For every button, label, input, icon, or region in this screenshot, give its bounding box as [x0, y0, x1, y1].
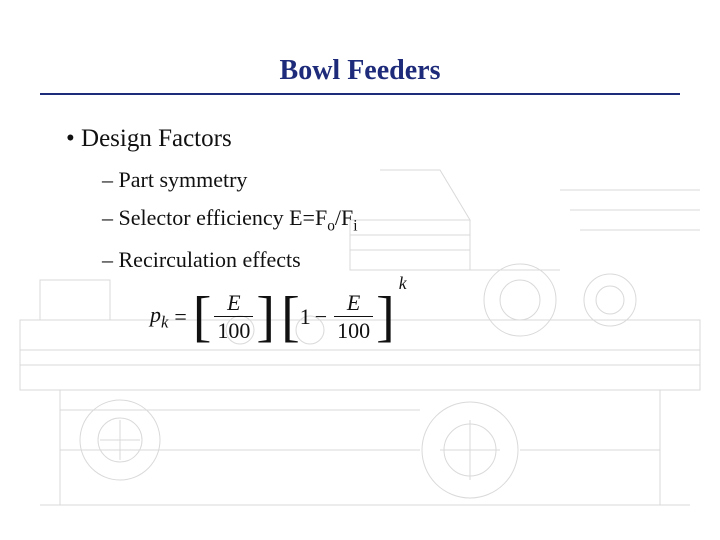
slide-content: Bowl Feeders Design Factors Part symmetr…: [0, 0, 720, 343]
exponent-k: k: [399, 273, 407, 294]
title-underline: [40, 93, 680, 95]
lhs-sub: k: [161, 312, 168, 331]
l2-item-part-symmetry: Part symmetry: [102, 167, 680, 193]
right-bracket-1: ]: [256, 292, 275, 342]
left-bracket-1: [: [193, 292, 212, 342]
num1: E: [224, 291, 243, 314]
lhs-var: p: [150, 302, 161, 327]
l2-label: Part symmetry: [119, 167, 248, 192]
term1: [ E 100 ]: [193, 291, 275, 342]
den1: 100: [214, 319, 253, 342]
slide-title: Bowl Feeders: [40, 55, 680, 87]
equals: =: [174, 304, 186, 330]
l2-item-selector-efficiency: Selector efficiency E=Fo/Fi: [102, 205, 680, 235]
sub-o: o: [327, 217, 335, 234]
formula: pk = [ E 100 ] [ 1 − E 100: [150, 291, 680, 342]
l1-item-design-factors: Design Factors Part symmetry Selector ef…: [66, 125, 680, 273]
right-bracket-2: ]: [376, 292, 395, 342]
formula-lhs: pk: [150, 302, 168, 332]
num2: E: [344, 291, 363, 314]
den2: 100: [334, 319, 373, 342]
term2: [ 1 − E 100 ]: [281, 291, 395, 342]
level1-list: Design Factors Part symmetry Selector ef…: [66, 125, 680, 273]
l2-mid: /F: [335, 205, 353, 230]
level2-list: Part symmetry Selector efficiency E=Fo/F…: [102, 167, 680, 273]
fraction-1: E 100: [214, 291, 253, 342]
l2-prefix: Selector efficiency E=F: [119, 205, 328, 230]
l2-item-recirculation: Recirculation effects: [102, 247, 680, 273]
l2-label: Recirculation effects: [119, 247, 301, 272]
fraction-2: E 100: [334, 291, 373, 342]
l1-label: Design Factors: [81, 125, 232, 152]
minus: −: [315, 304, 327, 330]
one: 1: [300, 304, 311, 330]
sub-i: i: [353, 217, 357, 234]
left-bracket-2: [: [281, 292, 300, 342]
